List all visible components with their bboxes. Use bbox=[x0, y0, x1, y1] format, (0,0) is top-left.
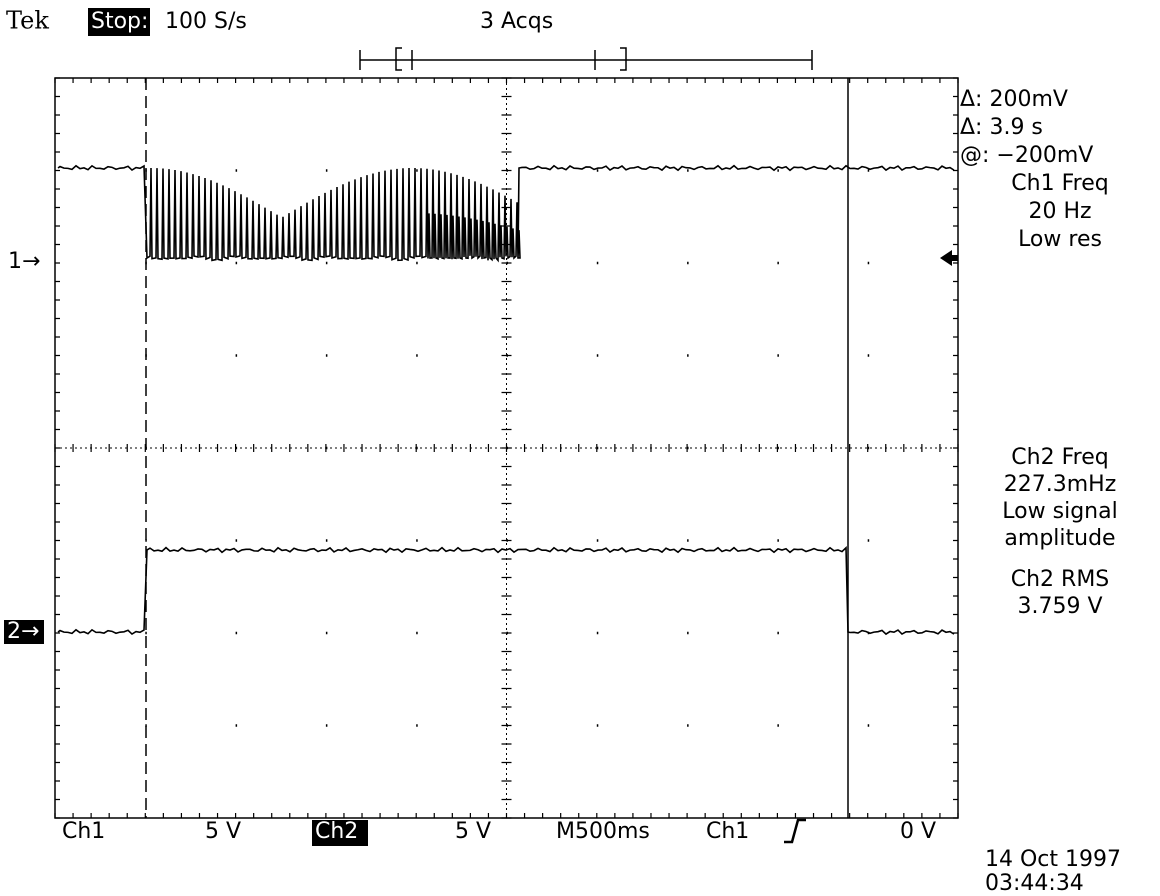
readout: 20 Hz bbox=[1028, 199, 1091, 224]
ch2-marker-badge bbox=[4, 620, 44, 644]
readout: Low res bbox=[1018, 227, 1102, 252]
trigger-arrow bbox=[940, 250, 958, 266]
readout: Ch2 Freq bbox=[1011, 445, 1108, 470]
ch1-trace bbox=[57, 164, 955, 263]
readout: Δ: 200mV bbox=[960, 87, 1068, 112]
readout: Low signal bbox=[1002, 499, 1117, 524]
readout: Ch2 RMS bbox=[1011, 567, 1110, 592]
graticule bbox=[54, 77, 959, 819]
readout: Δ: 3.9 s bbox=[960, 115, 1043, 140]
trigger-source: Ch1 bbox=[706, 819, 749, 844]
sample-rate: 100 S/s bbox=[165, 9, 247, 34]
brand: Tek bbox=[6, 7, 49, 35]
waveforms bbox=[57, 164, 955, 636]
trigger-level: 0 V bbox=[900, 819, 936, 844]
ch1-marker: 1→ bbox=[8, 249, 40, 274]
trigger-slope bbox=[784, 818, 806, 844]
readout: Ch1 Freq bbox=[1011, 171, 1108, 196]
readout: @: −200mV bbox=[960, 143, 1093, 168]
date: 14 Oct 1997 bbox=[985, 847, 1121, 872]
record-bar bbox=[359, 47, 813, 71]
readout: 227.3mHz bbox=[1004, 472, 1117, 497]
readout: amplitude bbox=[1004, 526, 1115, 551]
ch2-marker: 2→ bbox=[7, 619, 39, 644]
time: 03:44:34 bbox=[985, 871, 1084, 896]
ch2-label: Ch2 bbox=[315, 819, 358, 844]
acquisitions: 3 Acqs bbox=[480, 9, 553, 34]
readouts: Δ: 200mV Δ: 3.9 s @: −200mV Ch1 Freq 20 … bbox=[960, 87, 1118, 619]
ch1-scale: 5 V bbox=[205, 819, 241, 844]
readout: 3.759 V bbox=[1017, 594, 1102, 619]
timebase: M500ms bbox=[556, 819, 650, 844]
state-badge bbox=[88, 8, 150, 36]
ch2-trace bbox=[57, 545, 955, 636]
ch1-label: Ch1 bbox=[62, 819, 105, 844]
ch2-badge bbox=[312, 820, 368, 846]
ch2-scale: 5 V bbox=[455, 819, 491, 844]
state: Stop: bbox=[91, 9, 148, 34]
